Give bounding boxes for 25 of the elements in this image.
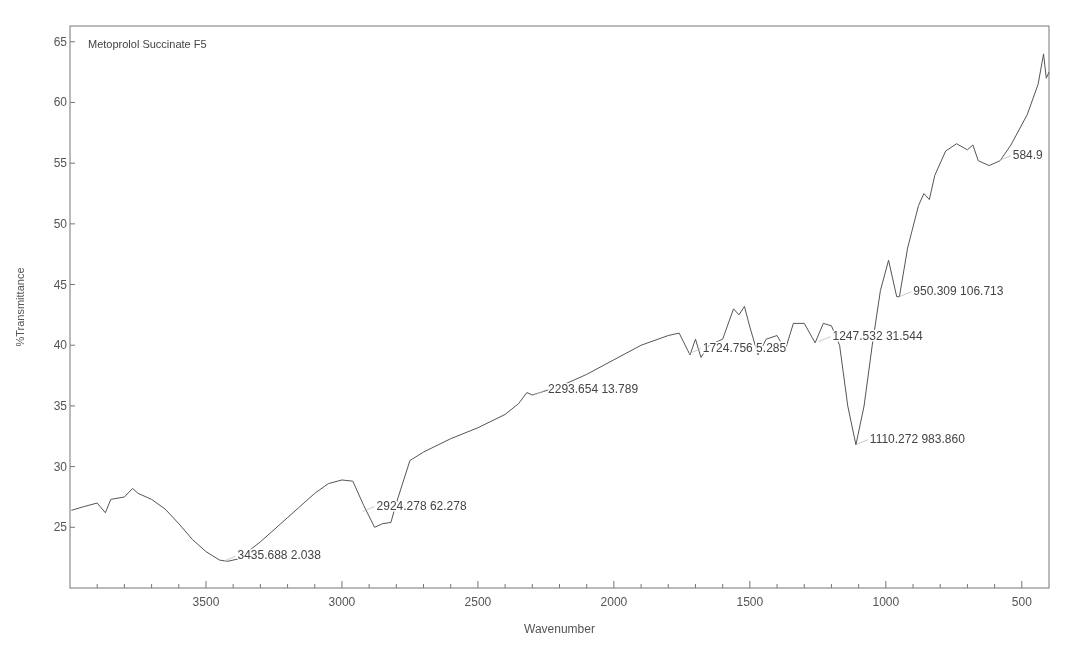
line-series — [70, 53, 1050, 562]
x-tick-label: 1000 — [872, 595, 900, 609]
y-tick-label: 55 — [53, 156, 68, 171]
y-axis-title: %Transmittance — [14, 267, 26, 347]
y-tick-label: 25 — [53, 520, 68, 535]
x-tick-label: 1500 — [736, 595, 764, 609]
annotation: 1110.272 983.860 — [869, 431, 966, 446]
text: Metoprolol Succinate F5 — [88, 38, 207, 50]
annotation: 2293.654 13.789 — [548, 382, 639, 396]
y-tick-label: 65 — [53, 34, 68, 49]
annotation: 950.309 106.713 — [913, 283, 1004, 298]
x-tick-label: 3500 — [192, 595, 220, 609]
y-tick-label: 60 — [53, 95, 68, 110]
x-axis-title: Wavenumber — [524, 622, 595, 636]
y-tick-label: 45 — [53, 277, 68, 292]
x-tick-label: 3000 — [328, 595, 356, 609]
annotation: 584.9 — [1012, 147, 1044, 162]
y-tick-label: 40 — [53, 338, 68, 353]
x-tick-label: 2500 — [464, 595, 492, 609]
y-tick-label: 30 — [53, 459, 68, 474]
annotation: 2924.278 62.278 — [376, 498, 467, 513]
x-tick-label: 2000 — [600, 595, 628, 609]
x-tick-label: 500 — [1011, 595, 1033, 609]
y-tick-label: 35 — [53, 398, 68, 413]
y-tick-label: 50 — [53, 216, 68, 231]
